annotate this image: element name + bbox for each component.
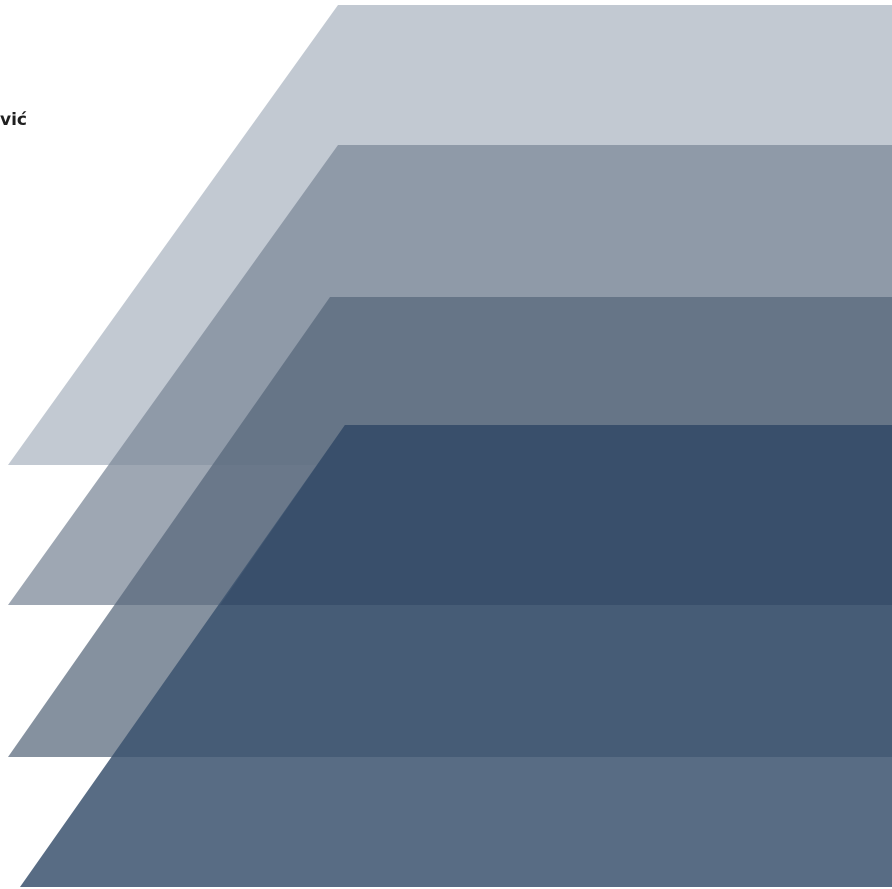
- plane-layer-5: [20, 425, 892, 887]
- author-name-fragment: vić: [0, 110, 27, 130]
